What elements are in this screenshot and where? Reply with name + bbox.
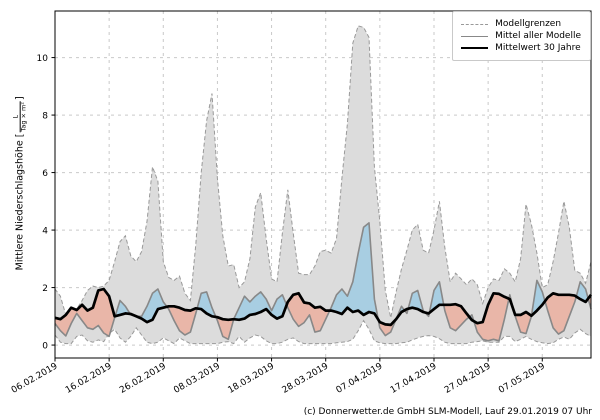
x-tick-label: 26.02.2019 [118,361,168,396]
x-tick-label: 18.03.2019 [226,361,276,396]
legend-label: Modellgrenzen [495,19,562,29]
model-range-upper-bound [54,25,592,318]
y-axis-label-suffix: ] [14,96,26,101]
legend-line-sample [461,23,489,25]
y-axis-label-prefix: Mittlere Niederschlagshöhe [ [14,133,26,271]
x-tick-label: 08.03.2019 [172,361,222,396]
x-tick-label: 07.05.2019 [497,361,547,396]
y-tick-label: 10 [37,54,49,64]
below-normal-area [286,293,330,333]
unit-denominator: Tag × m² [19,102,28,132]
legend-line-sample [461,35,489,37]
legend-item: Mittel aller Modelle [461,31,581,41]
plot-border [54,10,592,359]
y-axis-unit-fraction: L Tag × m² [12,101,28,133]
y-tick-label: 4 [42,226,48,236]
legend-item: Mittelwert 30 Jahre [461,43,581,53]
above-normal-area [531,280,545,316]
legend-item: Modellgrenzen [461,19,581,29]
y-tick-label: 2 [42,284,48,294]
above-normal-area [329,222,379,320]
above-normal-area [197,291,216,317]
x-tick-label: 06.02.2019 [10,361,60,396]
x-tick-label: 17.04.2019 [389,361,439,396]
y-tick-label: 0 [42,341,48,351]
y-tick-label: 6 [42,169,48,179]
legend: Modellgrenzen Mittel aller Modelle Mittelw… [452,11,591,61]
x-tick-label: 27.04.2019 [443,361,493,396]
x-tick-label: 28.03.2019 [281,361,331,396]
legend-label: Mittel aller Modelle [495,31,581,41]
x-tick-label: 16.02.2019 [64,361,114,396]
x-tick-label: 07.04.2019 [335,361,385,396]
legend-label: Mittelwert 30 Jahre [495,43,581,53]
y-axis-label: Mittlere Niederschlagshöhe [L Tag × m²] [12,5,28,361]
below-normal-area [545,293,577,335]
below-normal-area [166,306,198,335]
copyright-footer: (c) Donnerwetter.de GmbH SLM-Modell, Lau… [303,407,592,417]
y-tick-label: 8 [42,111,48,121]
below-normal-area [473,293,509,341]
above-normal-area [136,289,167,323]
model-range-lower-bound [54,319,592,345]
legend-line-sample [461,47,489,49]
model-mean-line [54,222,592,342]
mean-30-years-line [54,287,593,327]
